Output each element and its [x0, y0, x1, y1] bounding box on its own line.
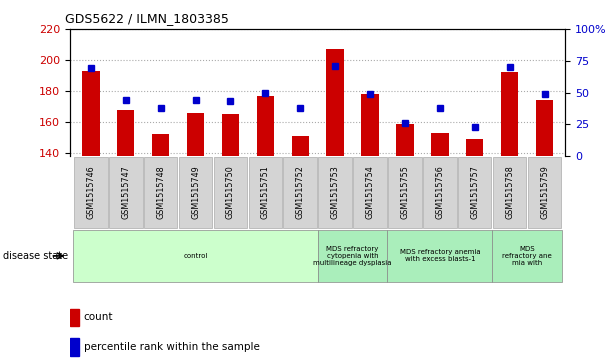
Bar [117, 110, 134, 156]
Bar [222, 114, 239, 156]
Text: GSM1515747: GSM1515747 [121, 166, 130, 219]
Text: GSM1515754: GSM1515754 [365, 166, 375, 219]
FancyBboxPatch shape [249, 157, 282, 228]
Text: GSM1515746: GSM1515746 [86, 166, 95, 219]
FancyBboxPatch shape [388, 157, 422, 228]
Bar [70, 338, 79, 356]
Text: GSM1515756: GSM1515756 [435, 166, 444, 219]
FancyBboxPatch shape [74, 230, 318, 282]
Bar [536, 100, 553, 156]
Text: count: count [84, 312, 113, 322]
Bar [291, 136, 309, 156]
Text: disease state: disease state [3, 251, 68, 261]
FancyBboxPatch shape [283, 157, 317, 228]
Bar [70, 309, 79, 326]
Text: control: control [184, 253, 208, 259]
FancyBboxPatch shape [319, 157, 352, 228]
FancyBboxPatch shape [492, 230, 562, 282]
Text: GSM1515757: GSM1515757 [470, 166, 479, 219]
FancyBboxPatch shape [353, 157, 387, 228]
Bar [326, 49, 344, 156]
Text: GSM1515759: GSM1515759 [540, 166, 549, 219]
Text: GSM1515752: GSM1515752 [295, 166, 305, 219]
FancyBboxPatch shape [74, 157, 108, 228]
FancyBboxPatch shape [179, 157, 212, 228]
Bar [431, 133, 449, 156]
Bar [501, 73, 519, 156]
Text: GSM1515755: GSM1515755 [401, 166, 409, 219]
Bar [187, 113, 204, 156]
Text: MDS refractory anemia
with excess blasts-1: MDS refractory anemia with excess blasts… [399, 249, 480, 262]
FancyBboxPatch shape [213, 157, 247, 228]
Text: GSM1515750: GSM1515750 [226, 166, 235, 219]
Text: GSM1515751: GSM1515751 [261, 166, 270, 219]
Text: GSM1515758: GSM1515758 [505, 166, 514, 219]
Bar [82, 71, 100, 156]
Text: GDS5622 / ILMN_1803385: GDS5622 / ILMN_1803385 [65, 12, 229, 25]
Bar [257, 96, 274, 156]
Bar [466, 139, 483, 156]
Text: MDS refractory
cytopenia with
multilineage dysplasia: MDS refractory cytopenia with multilinea… [313, 246, 392, 266]
Text: MDS
refractory ane
mia with: MDS refractory ane mia with [502, 246, 552, 266]
FancyBboxPatch shape [423, 157, 457, 228]
FancyBboxPatch shape [144, 157, 178, 228]
FancyBboxPatch shape [528, 157, 561, 228]
Bar [361, 94, 379, 156]
Text: GSM1515748: GSM1515748 [156, 166, 165, 219]
FancyBboxPatch shape [109, 157, 142, 228]
Text: GSM1515753: GSM1515753 [331, 166, 340, 219]
FancyBboxPatch shape [387, 230, 492, 282]
Bar [396, 123, 413, 156]
FancyBboxPatch shape [493, 157, 527, 228]
FancyBboxPatch shape [458, 157, 491, 228]
Text: percentile rank within the sample: percentile rank within the sample [84, 342, 260, 352]
FancyBboxPatch shape [318, 230, 387, 282]
Text: GSM1515749: GSM1515749 [191, 166, 200, 219]
Bar [152, 134, 170, 156]
